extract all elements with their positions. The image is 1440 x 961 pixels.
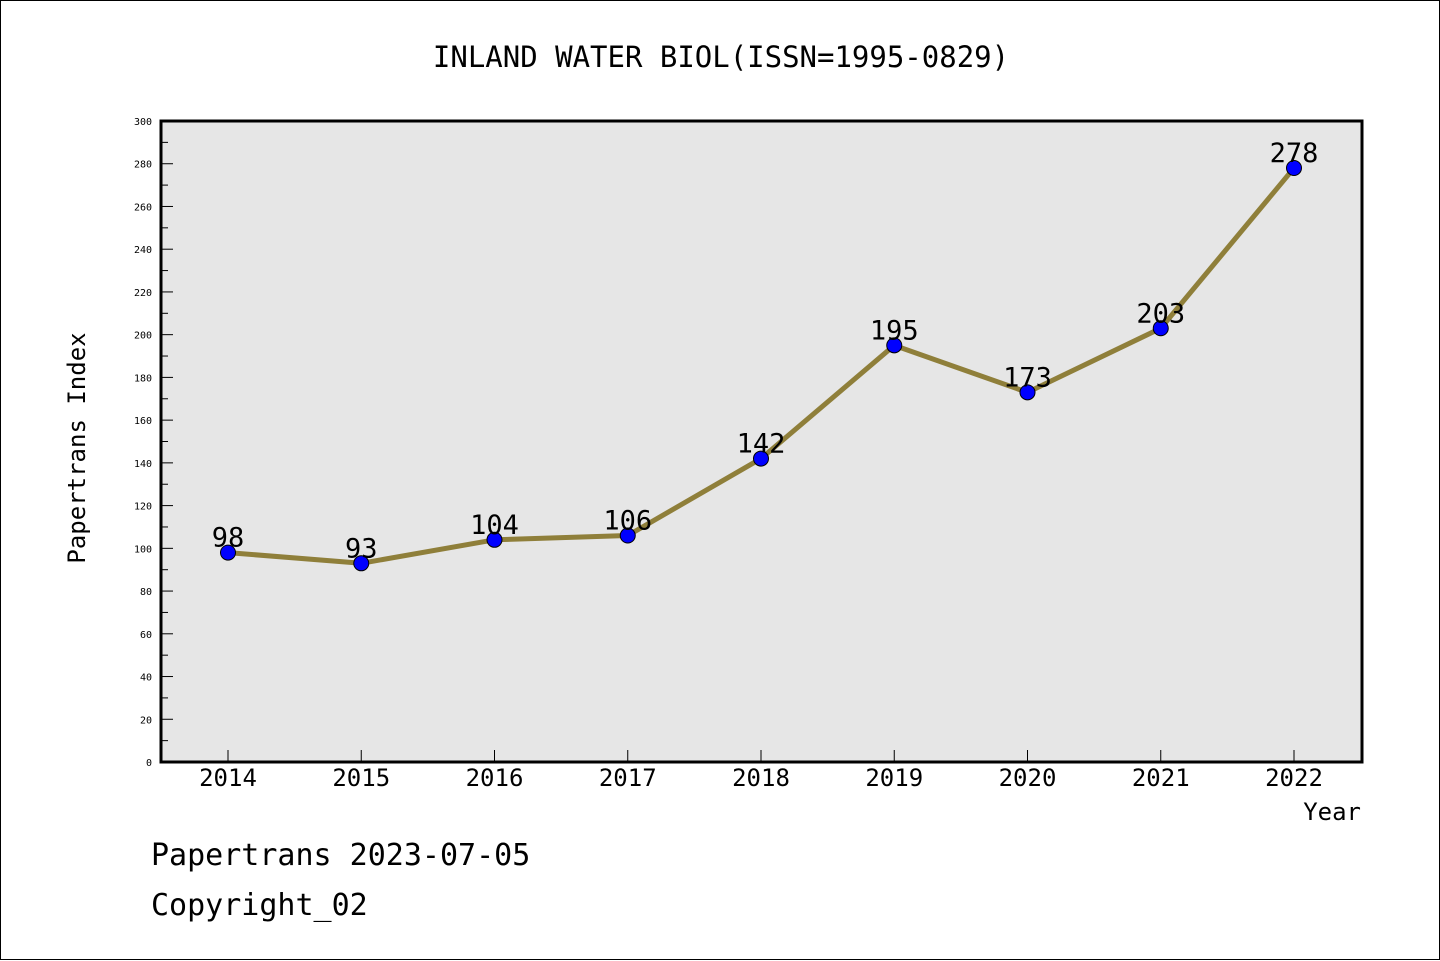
x-tick-label: 2014 [199, 764, 257, 792]
y-tick-label: 180 [134, 373, 152, 384]
data-label: 106 [603, 506, 652, 537]
y-tick-label: 100 [134, 544, 152, 555]
x-tick-label: 2021 [1132, 764, 1190, 792]
y-tick-label: 260 [134, 202, 152, 213]
data-label: 93 [345, 533, 378, 564]
x-axis: 2014 2015 2016 2017 2018 2019 2020 2021 2022 [199, 750, 1323, 792]
y-tick-label: 160 [134, 416, 152, 427]
x-tick-label: 2022 [1265, 764, 1323, 792]
chart-title: INLAND WATER BIOL(ISSN=1995-0829) [433, 40, 1009, 74]
data-point-group [220, 160, 1302, 572]
y-tick-label: 20 [140, 715, 152, 726]
x-tick-label: 2020 [999, 764, 1057, 792]
data-point [1286, 160, 1302, 177]
data-point [353, 555, 370, 572]
y-tick-label: 300 [134, 117, 152, 128]
y-tick-label: 280 [134, 160, 152, 171]
y-tick-label: 200 [134, 331, 152, 342]
x-tick-label: 2018 [732, 764, 790, 792]
data-label: 173 [1003, 362, 1052, 393]
data-point [486, 531, 503, 548]
plot-border [159, 119, 1364, 764]
data-label: 203 [1136, 298, 1185, 329]
footer-date-text: Papertrans 2023-07-05 [151, 838, 530, 873]
y-tick-label: 60 [140, 630, 152, 641]
data-point [220, 544, 236, 561]
y-tick-label: 140 [134, 459, 152, 470]
x-axis-label: Year [1303, 798, 1361, 826]
plot-area [161, 121, 1362, 762]
data-label: 195 [870, 315, 919, 346]
y-tick-label: 40 [140, 673, 152, 684]
x-tick-label: 2017 [599, 764, 657, 792]
y-tick-label: 120 [134, 502, 152, 513]
data-label-group: 98 93 104 106 142 195 173 203 278 [212, 138, 1319, 564]
footer-copyright-text: Copyright_02 [151, 888, 368, 923]
y-tick-label: 80 [140, 587, 152, 598]
data-point [886, 337, 903, 354]
data-label: 142 [737, 429, 786, 460]
x-tick-label: 2019 [865, 764, 923, 792]
data-point [753, 450, 769, 467]
x-tick-label: 2016 [466, 764, 524, 792]
x-tick-label: 2015 [332, 764, 390, 792]
y-tick-label: 220 [134, 288, 152, 299]
data-point [1152, 320, 1169, 337]
y-tick-label: 0 [146, 758, 152, 769]
data-label: 98 [212, 523, 245, 554]
y-axis-label: Papertrans Index [63, 332, 91, 563]
data-point [1019, 384, 1036, 401]
data-label: 278 [1270, 138, 1319, 169]
data-point [619, 527, 636, 544]
y-tick-label: 240 [134, 245, 152, 256]
data-label: 104 [470, 510, 519, 541]
